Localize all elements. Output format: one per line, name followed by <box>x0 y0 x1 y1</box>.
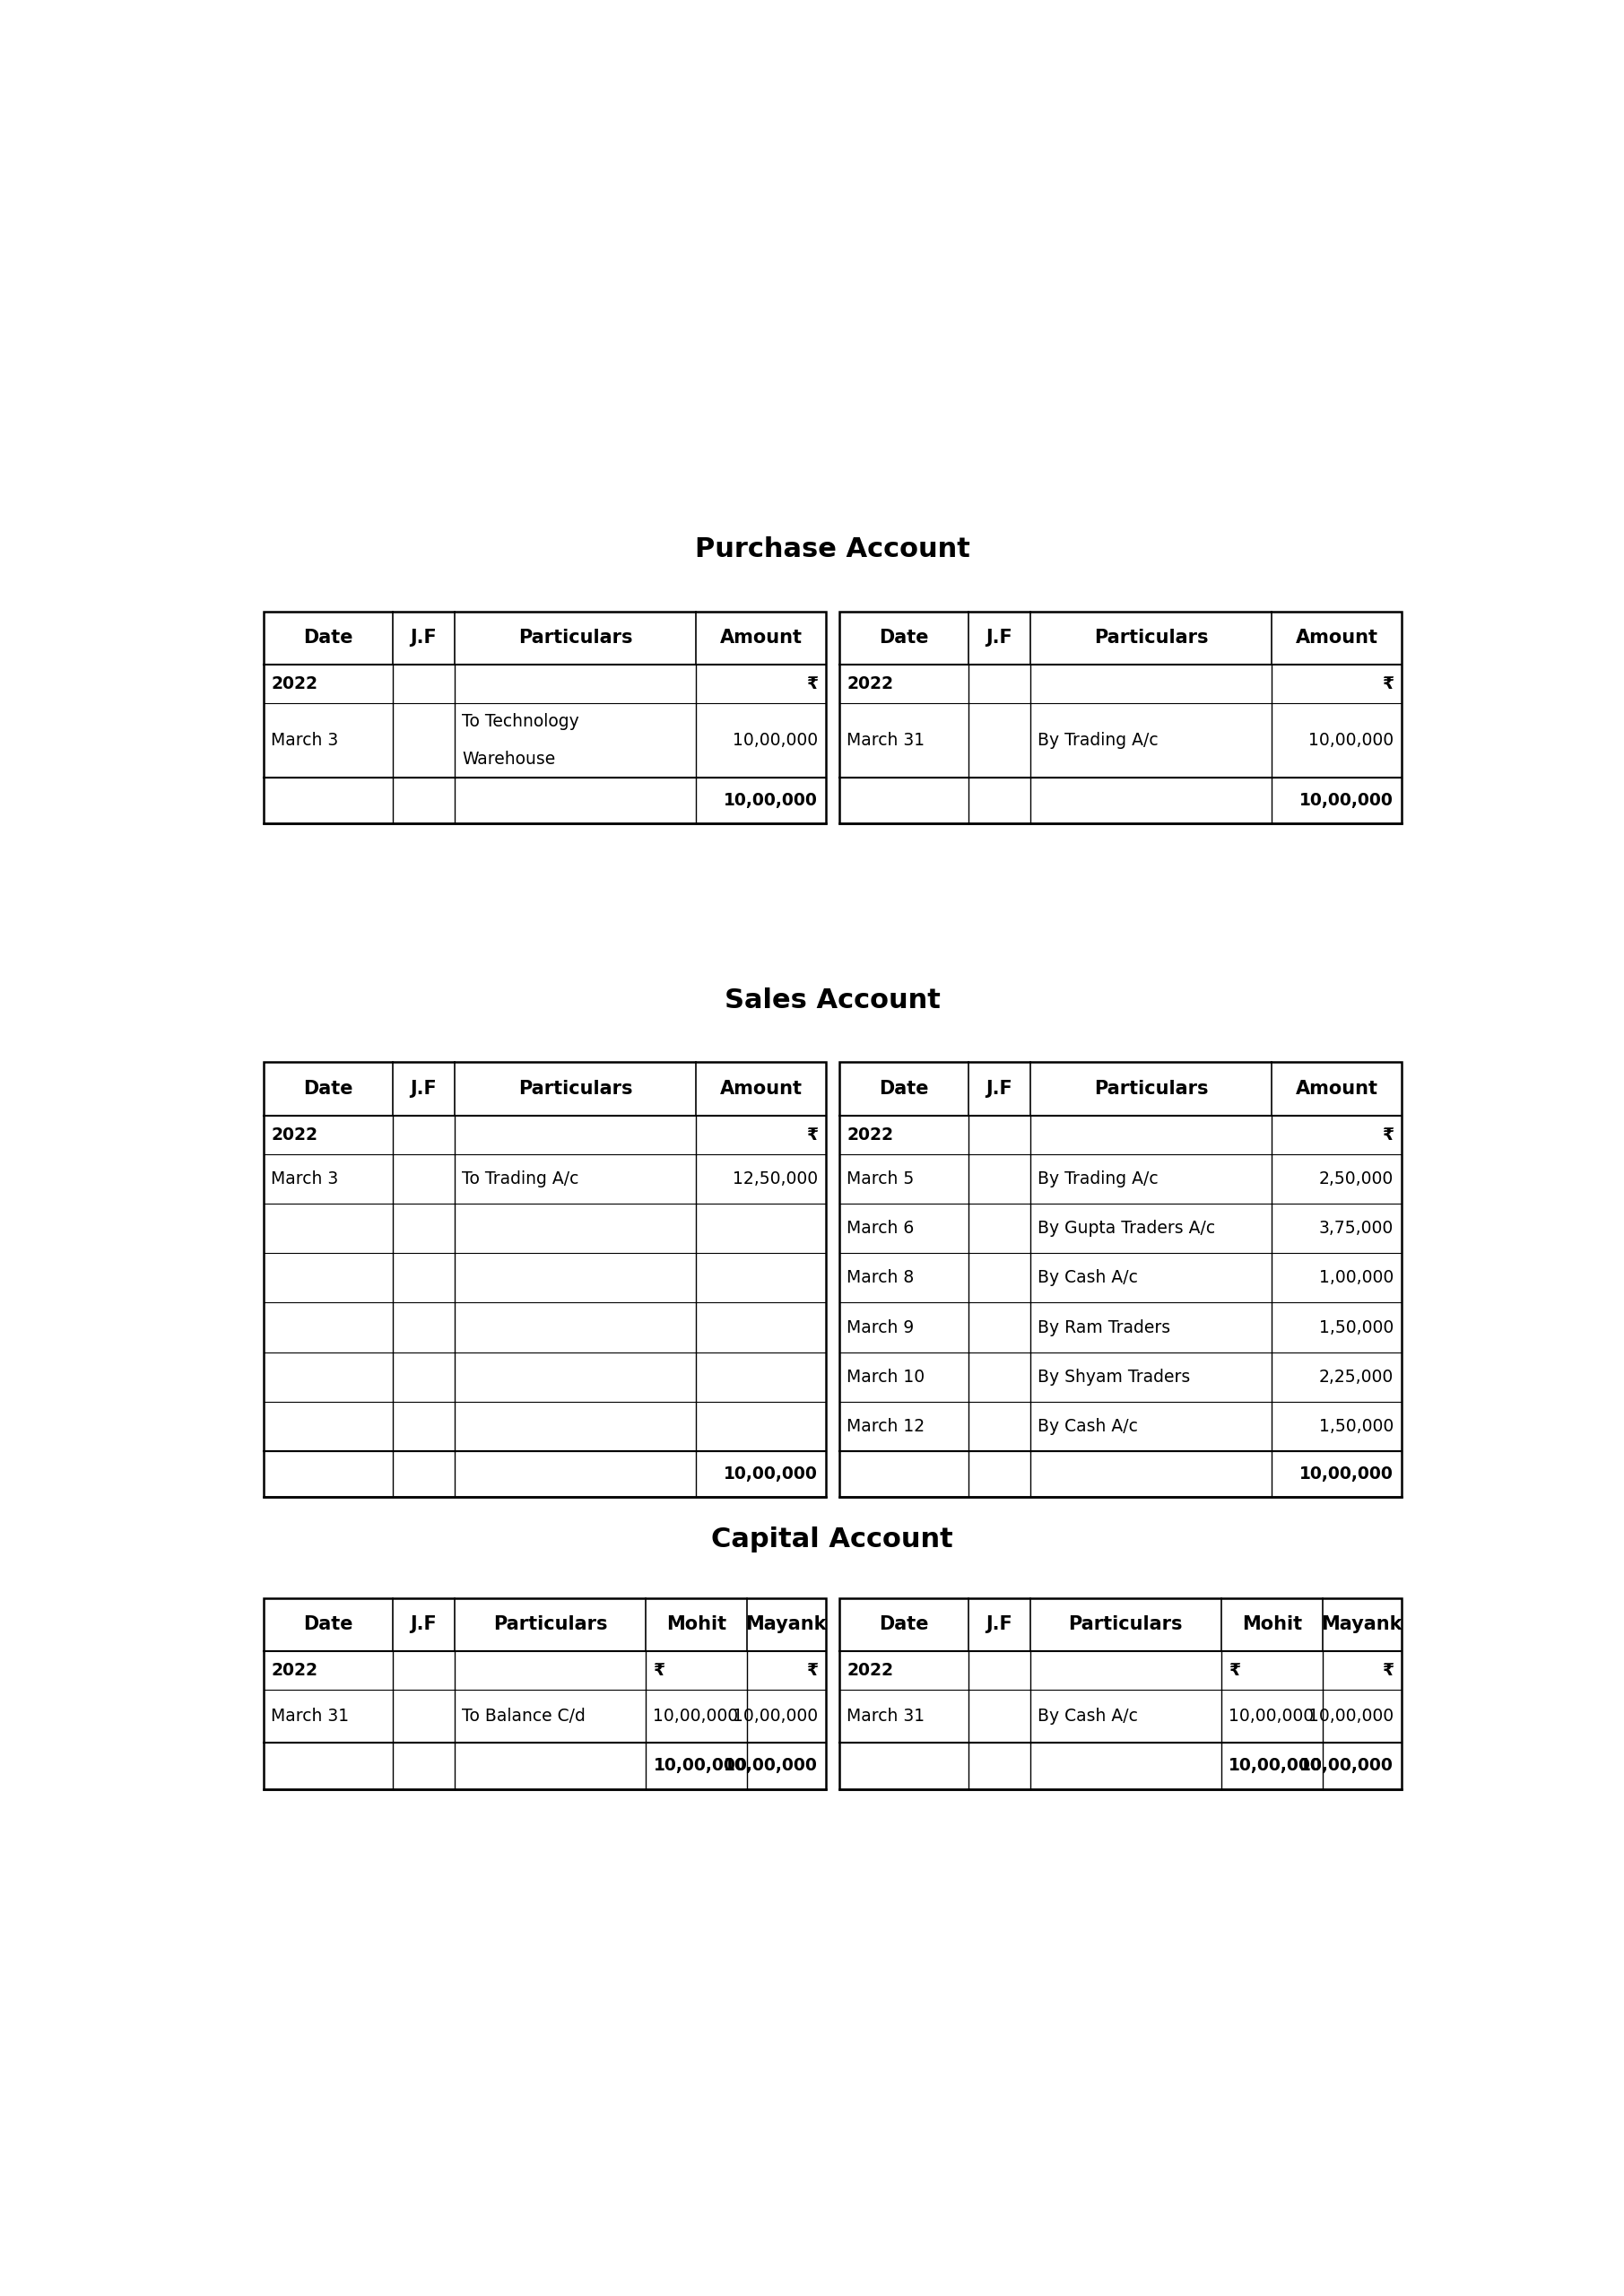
Text: March 6: March 6 <box>846 1219 914 1238</box>
Text: Date: Date <box>304 629 352 647</box>
Text: March 3: March 3 <box>271 732 338 748</box>
Text: 10,00,000: 10,00,000 <box>1309 1708 1393 1724</box>
Text: ₹: ₹ <box>807 1662 818 1678</box>
Text: To Technology: To Technology <box>463 714 580 730</box>
Text: 10,00,000: 10,00,000 <box>732 732 818 748</box>
Bar <box>840 1063 1402 1497</box>
Bar <box>263 611 825 824</box>
Text: Date: Date <box>879 629 929 647</box>
Text: Particulars: Particulars <box>518 1079 633 1097</box>
Text: March 5: March 5 <box>846 1171 914 1187</box>
Text: March 31: March 31 <box>271 1708 349 1724</box>
Text: 10,00,000: 10,00,000 <box>1229 1708 1314 1724</box>
Text: 2,25,000: 2,25,000 <box>1319 1368 1393 1384</box>
Text: Particulars: Particulars <box>518 629 633 647</box>
Text: March 3: March 3 <box>271 1171 338 1187</box>
Text: March 31: March 31 <box>846 732 924 748</box>
Text: Date: Date <box>879 1079 929 1097</box>
Text: By Shyam Traders: By Shyam Traders <box>1038 1368 1190 1384</box>
Text: Date: Date <box>879 1616 929 1632</box>
Text: 1,00,000: 1,00,000 <box>1319 1270 1393 1286</box>
Text: Particulars: Particulars <box>1095 1079 1208 1097</box>
Bar <box>840 1598 1402 1789</box>
Text: By Trading A/c: By Trading A/c <box>1038 732 1158 748</box>
Text: 10,00,000: 10,00,000 <box>1309 732 1393 748</box>
Text: J.F: J.F <box>411 629 437 647</box>
Text: By Ram Traders: By Ram Traders <box>1038 1318 1171 1336</box>
Text: 10,00,000: 10,00,000 <box>1299 1756 1393 1775</box>
Text: Mohit: Mohit <box>666 1616 726 1632</box>
Text: 2022: 2022 <box>846 1662 893 1678</box>
Text: J.F: J.F <box>986 1079 1013 1097</box>
Text: Date: Date <box>304 1079 352 1097</box>
Text: 10,00,000: 10,00,000 <box>724 1465 818 1483</box>
Text: To Trading A/c: To Trading A/c <box>463 1171 580 1187</box>
Text: ₹: ₹ <box>1229 1662 1241 1678</box>
Bar <box>840 611 1402 824</box>
Text: By Cash A/c: By Cash A/c <box>1038 1270 1138 1286</box>
Text: March 31: March 31 <box>846 1708 924 1724</box>
Text: J.F: J.F <box>986 629 1013 647</box>
Text: March 9: March 9 <box>846 1318 914 1336</box>
Text: J.F: J.F <box>411 1079 437 1097</box>
Text: Amount: Amount <box>1296 629 1377 647</box>
Text: March 12: March 12 <box>846 1419 924 1435</box>
Text: 10,00,000: 10,00,000 <box>1299 792 1393 808</box>
Text: Purchase Account: Purchase Account <box>695 537 970 563</box>
Text: 2022: 2022 <box>271 1127 318 1143</box>
Text: ₹: ₹ <box>807 675 818 693</box>
Text: Amount: Amount <box>719 629 802 647</box>
Text: 2022: 2022 <box>271 1662 318 1678</box>
Text: J.F: J.F <box>986 1616 1013 1632</box>
Text: 2022: 2022 <box>271 675 318 693</box>
Text: 10,00,000: 10,00,000 <box>653 1756 747 1775</box>
Text: By Cash A/c: By Cash A/c <box>1038 1419 1138 1435</box>
Bar <box>263 1598 825 1789</box>
Text: By Cash A/c: By Cash A/c <box>1038 1708 1138 1724</box>
Text: Particulars: Particulars <box>1069 1616 1182 1632</box>
Text: 10,00,000: 10,00,000 <box>653 1708 739 1724</box>
Text: 2,50,000: 2,50,000 <box>1319 1171 1393 1187</box>
Text: Amount: Amount <box>719 1079 802 1097</box>
Text: 12,50,000: 12,50,000 <box>732 1171 818 1187</box>
Text: Mohit: Mohit <box>1242 1616 1302 1632</box>
Text: Mayank: Mayank <box>745 1616 827 1632</box>
Text: Warehouse: Warehouse <box>463 751 555 767</box>
Text: Sales Account: Sales Account <box>724 987 940 1013</box>
Text: 1,50,000: 1,50,000 <box>1319 1419 1393 1435</box>
Text: March 10: March 10 <box>846 1368 924 1384</box>
Bar <box>263 1063 825 1497</box>
Text: By Trading A/c: By Trading A/c <box>1038 1171 1158 1187</box>
Text: ₹: ₹ <box>653 1662 664 1678</box>
Text: 10,00,000: 10,00,000 <box>724 1756 818 1775</box>
Text: 2022: 2022 <box>846 675 893 693</box>
Text: ₹: ₹ <box>1382 1127 1393 1143</box>
Text: 10,00,000: 10,00,000 <box>1229 1756 1324 1775</box>
Text: 3,75,000: 3,75,000 <box>1319 1219 1393 1238</box>
Text: Date: Date <box>304 1616 352 1632</box>
Text: 10,00,000: 10,00,000 <box>1299 1465 1393 1483</box>
Text: ₹: ₹ <box>807 1127 818 1143</box>
Text: ₹: ₹ <box>1382 1662 1393 1678</box>
Text: 10,00,000: 10,00,000 <box>732 1708 818 1724</box>
Text: Capital Account: Capital Account <box>711 1527 953 1552</box>
Text: 2022: 2022 <box>846 1127 893 1143</box>
Text: Mayank: Mayank <box>1322 1616 1403 1632</box>
Text: ₹: ₹ <box>1382 675 1393 693</box>
Text: 10,00,000: 10,00,000 <box>724 792 818 808</box>
Text: To Balance C/d: To Balance C/d <box>463 1708 586 1724</box>
Text: March 8: March 8 <box>846 1270 914 1286</box>
Text: By Gupta Traders A/c: By Gupta Traders A/c <box>1038 1219 1215 1238</box>
Text: J.F: J.F <box>411 1616 437 1632</box>
Text: Particulars: Particulars <box>1095 629 1208 647</box>
Text: 1,50,000: 1,50,000 <box>1319 1318 1393 1336</box>
Text: Amount: Amount <box>1296 1079 1377 1097</box>
Text: Particulars: Particulars <box>494 1616 607 1632</box>
